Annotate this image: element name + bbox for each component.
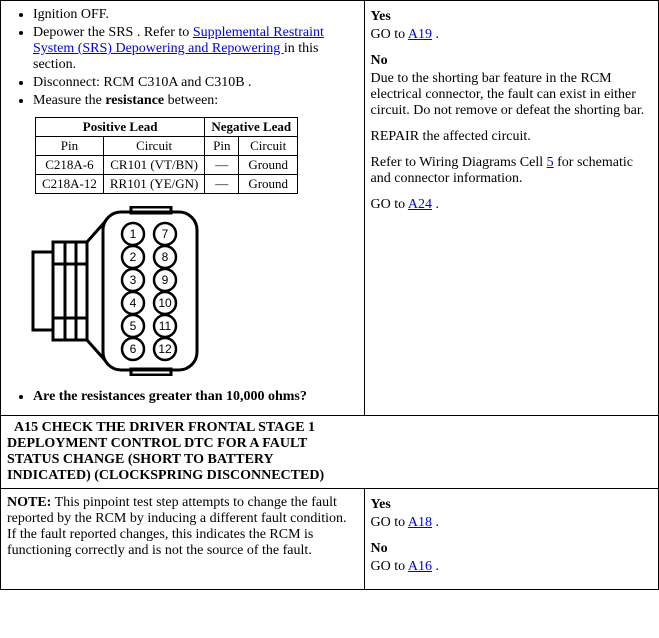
table-row: C218A-6 CR101 (VT/BN) — Ground	[36, 156, 298, 175]
pin-label: 7	[162, 227, 169, 241]
a15-right-cell: Yes GO to A18 . No GO to A16 .	[364, 489, 658, 590]
refer-wiring: Refer to Wiring Diagrams Cell 5 for sche…	[371, 155, 652, 187]
wiring-cell-5-link[interactable]: 5	[547, 155, 554, 170]
a15-note: NOTE: This pinpoint test step attempts t…	[7, 495, 358, 559]
refer-text: Refer to Wiring Diagrams Cell	[371, 155, 547, 170]
cell-pin: C218A-12	[36, 175, 104, 194]
connector-diagram: 1 7 2 8 3 9 4 10 5 11 6 12	[31, 206, 358, 381]
pin-label: 10	[158, 296, 172, 310]
col-pin: Pin	[36, 137, 104, 156]
resistance-word: resistance	[105, 93, 164, 108]
step-measure: Measure the resistance between:	[33, 93, 358, 109]
goto-text: GO to	[371, 559, 408, 574]
no-label: No	[371, 53, 652, 69]
a15-heading-row: A15 CHECK THE DRIVER FRONTAL STAGE 1 DEP…	[1, 416, 659, 489]
goto-dot: .	[432, 27, 439, 42]
measurement-table: Positive Lead Negative Lead Pin Circuit …	[35, 117, 298, 194]
diagnostic-table: Ignition OFF. Depower the SRS . Refer to…	[0, 0, 659, 590]
cell-circuit: RR101 (YE/GN)	[103, 175, 204, 194]
table-row: Positive Lead Negative Lead	[36, 118, 298, 137]
cell-npin: —	[205, 175, 239, 194]
a14-right-cell: Yes GO to A19 . No Due to the shorting b…	[364, 1, 658, 416]
pin-label: 2	[130, 250, 137, 264]
note-text: This pinpoint test step attempts to chan…	[7, 495, 347, 558]
goto-text: GO to	[371, 197, 408, 212]
goto-text: GO to	[371, 515, 408, 530]
pin-label: 8	[162, 250, 169, 264]
step-list: Ignition OFF. Depower the SRS . Refer to…	[7, 7, 358, 109]
a14-left-cell: Ignition OFF. Depower the SRS . Refer to…	[1, 1, 365, 416]
goto-a24: GO to A24 .	[371, 197, 652, 213]
step-text: Disconnect: RCM C310A and C310B .	[33, 75, 252, 90]
no-label: No	[371, 541, 652, 557]
pin-label: 9	[162, 273, 169, 287]
cell-pin: C218A-6	[36, 156, 104, 175]
table-row: Pin Circuit Pin Circuit	[36, 137, 298, 156]
goto-dot: .	[432, 515, 439, 530]
a15-body-row: NOTE: This pinpoint test step attempts t…	[1, 489, 659, 590]
step-text: Depower the SRS . Refer to	[33, 25, 193, 40]
step-ignition-off: Ignition OFF.	[33, 7, 358, 23]
question-text: Are the resistances greater than 10,000 …	[33, 389, 307, 404]
note-label: NOTE:	[7, 495, 51, 510]
yes-label: Yes	[371, 497, 652, 513]
step-text: Ignition OFF.	[33, 7, 109, 22]
negative-lead-header: Negative Lead	[205, 118, 298, 137]
step-disconnect: Disconnect: RCM C310A and C310B .	[33, 75, 358, 91]
goto-a18-link[interactable]: A18	[408, 515, 432, 530]
no-explanation: Due to the shorting bar feature in the R…	[371, 71, 652, 119]
cell-ncirc: Ground	[239, 156, 298, 175]
pin-label: 11	[159, 319, 172, 333]
cell-ncirc: Ground	[239, 175, 298, 194]
goto-a19-link[interactable]: A19	[408, 27, 432, 42]
cell-npin: —	[205, 156, 239, 175]
goto-dot: .	[432, 559, 439, 574]
a15-heading: A15 CHECK THE DRIVER FRONTAL STAGE 1 DEP…	[1, 416, 659, 489]
pin-label: 3	[130, 273, 137, 287]
pin-label: 12	[158, 342, 172, 356]
no-action: GO to A16 .	[371, 559, 652, 575]
col-pin: Pin	[205, 137, 239, 156]
yes-action: GO to A19 .	[371, 27, 652, 43]
connector-svg: 1 7 2 8 3 9 4 10 5 11 6 12	[31, 206, 241, 376]
yes-label: Yes	[371, 9, 652, 25]
pin-label: 5	[130, 319, 137, 333]
goto-a16-link[interactable]: A16	[408, 559, 432, 574]
step-row-a14: Ignition OFF. Depower the SRS . Refer to…	[1, 1, 659, 416]
a15-heading-text: A15 CHECK THE DRIVER FRONTAL STAGE 1 DEP…	[7, 420, 357, 484]
question-item: Are the resistances greater than 10,000 …	[33, 389, 358, 405]
pin-label: 1	[130, 227, 137, 241]
pin-label: 6	[130, 342, 137, 356]
step-text: between:	[164, 93, 218, 108]
pin-label: 4	[130, 296, 137, 310]
goto-a24-link[interactable]: A24	[408, 197, 432, 212]
question-list: Are the resistances greater than 10,000 …	[7, 389, 358, 405]
step-text: Measure the	[33, 93, 105, 108]
col-circuit: Circuit	[239, 137, 298, 156]
step-depower-srs: Depower the SRS . Refer to Supplemental …	[33, 25, 358, 73]
col-circuit: Circuit	[103, 137, 204, 156]
positive-lead-header: Positive Lead	[36, 118, 205, 137]
repair-instruction: REPAIR the affected circuit.	[371, 129, 652, 145]
goto-dot: .	[432, 197, 439, 212]
table-row: C218A-12 RR101 (YE/GN) — Ground	[36, 175, 298, 194]
goto-text: GO to	[371, 27, 408, 42]
cell-circuit: CR101 (VT/BN)	[103, 156, 204, 175]
yes-action: GO to A18 .	[371, 515, 652, 531]
a15-left-cell: NOTE: This pinpoint test step attempts t…	[1, 489, 365, 590]
